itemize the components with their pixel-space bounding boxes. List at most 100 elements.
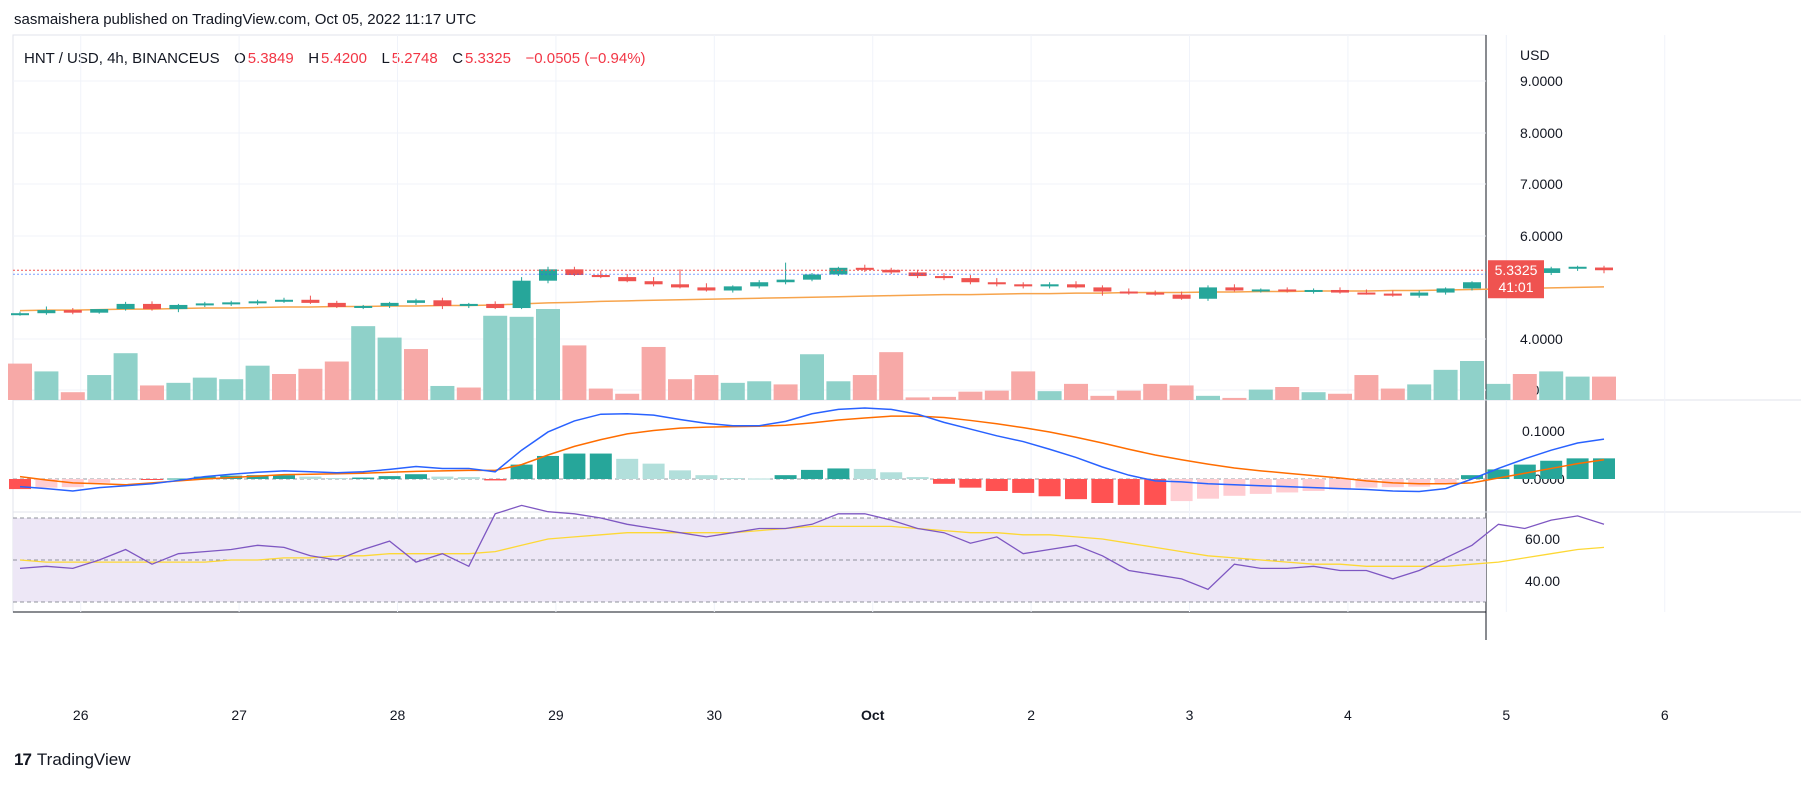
macd-histogram-bar bbox=[642, 463, 665, 479]
macd-histogram-bar bbox=[1593, 458, 1615, 479]
macd-histogram-bar bbox=[906, 477, 929, 479]
tradingview-brand: TradingView bbox=[36, 750, 131, 769]
macd-histogram-bar bbox=[1038, 479, 1061, 497]
macd-histogram-bar bbox=[537, 455, 559, 479]
volume-bar bbox=[1275, 387, 1300, 400]
volume-bar bbox=[1037, 391, 1062, 400]
candle-body bbox=[539, 269, 557, 281]
macd-histogram-bar bbox=[246, 475, 269, 479]
countdown-text: 41:01 bbox=[1498, 279, 1533, 295]
macd-histogram-bar bbox=[589, 453, 612, 479]
candle-body bbox=[248, 301, 267, 304]
macd-histogram-bar bbox=[933, 479, 955, 484]
candle-body bbox=[671, 284, 689, 288]
candle-body bbox=[591, 275, 610, 278]
volume-bar bbox=[536, 309, 560, 400]
price-tick-label: 6.0000 bbox=[1520, 228, 1563, 244]
macd-histogram-bar bbox=[669, 470, 691, 479]
volume-bar bbox=[747, 381, 772, 400]
macd-histogram-bar bbox=[1276, 479, 1299, 493]
candle-body bbox=[1595, 267, 1613, 271]
volume-bar bbox=[298, 368, 323, 400]
candle-body bbox=[855, 267, 874, 270]
x-tick-label: 26 bbox=[73, 707, 89, 723]
candle-body bbox=[1463, 282, 1481, 289]
volume-bar bbox=[720, 382, 745, 400]
volume-bar bbox=[1143, 383, 1168, 400]
volume-bar bbox=[668, 379, 692, 400]
macd-histogram-bar bbox=[1513, 464, 1536, 479]
candle-body bbox=[222, 302, 241, 305]
x-tick-label: 5 bbox=[1502, 707, 1510, 723]
candle-body bbox=[776, 279, 795, 283]
rsi-tick-label: 40.00 bbox=[1525, 573, 1560, 589]
last-price-tag bbox=[1488, 260, 1544, 299]
candle-body bbox=[354, 305, 373, 308]
volume-bar bbox=[8, 363, 32, 400]
volume-bar bbox=[562, 345, 587, 400]
macd-histogram-bar bbox=[1091, 479, 1114, 503]
candle-body bbox=[275, 299, 293, 302]
volume-bar bbox=[192, 377, 217, 400]
volume-bar bbox=[404, 349, 428, 400]
macd-histogram-bar bbox=[721, 478, 744, 480]
symbol-label[interactable]: HNT / USD, 4h, BINANCEUS bbox=[24, 50, 220, 67]
candle-body bbox=[697, 287, 716, 291]
volume-bar bbox=[826, 381, 851, 400]
rsi-line bbox=[19, 504, 1605, 591]
volume-bar bbox=[1328, 393, 1352, 400]
candle-body bbox=[723, 286, 742, 291]
volume-bar bbox=[1248, 389, 1273, 400]
candle-body bbox=[618, 277, 637, 282]
volume-bar bbox=[800, 354, 824, 400]
tradingview-footer[interactable]: 17 TradingView bbox=[14, 750, 130, 770]
macd-histogram-bar bbox=[273, 475, 295, 479]
macd-histogram-bar bbox=[1329, 479, 1351, 490]
candle-body bbox=[380, 302, 399, 306]
volume-bar bbox=[1116, 390, 1141, 400]
macd-histogram-bar bbox=[695, 475, 718, 479]
price-tick-label: 7.0000 bbox=[1520, 176, 1563, 192]
volume-bar bbox=[1301, 392, 1326, 400]
macd-histogram-bar bbox=[1144, 479, 1167, 505]
macd-histogram-bar bbox=[1487, 469, 1510, 479]
high-label: H bbox=[308, 50, 320, 67]
volume-bar bbox=[87, 375, 112, 400]
price-axis-unit: USD bbox=[1520, 47, 1550, 63]
volume-bar bbox=[483, 315, 508, 400]
candle-body bbox=[301, 299, 320, 303]
last-price-text: 5.3325 bbox=[1495, 262, 1538, 278]
volume-bar bbox=[1407, 384, 1432, 400]
macd-histogram-bar bbox=[1065, 479, 1087, 500]
candle-body bbox=[63, 310, 82, 313]
volume-bar bbox=[984, 390, 1009, 400]
x-tick-label: 4 bbox=[1344, 707, 1352, 723]
rsi-tick-label: 60.00 bbox=[1525, 531, 1560, 547]
candle-body bbox=[433, 300, 452, 306]
volume-bar bbox=[615, 393, 640, 400]
macd-histogram-bar bbox=[853, 468, 876, 479]
macd-histogram-bar bbox=[167, 478, 190, 480]
volume-bar bbox=[1169, 385, 1194, 400]
macd-histogram-bar bbox=[827, 468, 850, 479]
macd-histogram-bar bbox=[1302, 479, 1325, 491]
open-label: O bbox=[234, 50, 246, 67]
candle-body bbox=[1436, 288, 1455, 293]
macd-histogram-bar bbox=[405, 474, 427, 479]
volume-bar bbox=[1222, 397, 1247, 400]
candle-body bbox=[1199, 287, 1217, 299]
volume-bar bbox=[1064, 383, 1088, 400]
macd-histogram-bar bbox=[880, 472, 903, 479]
macd-histogram-bar bbox=[774, 475, 797, 479]
volume-bar bbox=[905, 397, 930, 400]
volume-bar bbox=[34, 371, 59, 400]
candle-body bbox=[935, 276, 953, 279]
macd-histogram-bar bbox=[748, 478, 771, 480]
volume-bar bbox=[351, 326, 376, 400]
candle-body bbox=[987, 282, 1006, 285]
candle-body bbox=[1172, 294, 1191, 299]
candle-body bbox=[1568, 266, 1587, 269]
x-tick-label: Oct bbox=[861, 707, 885, 723]
candle-body bbox=[1146, 292, 1165, 295]
